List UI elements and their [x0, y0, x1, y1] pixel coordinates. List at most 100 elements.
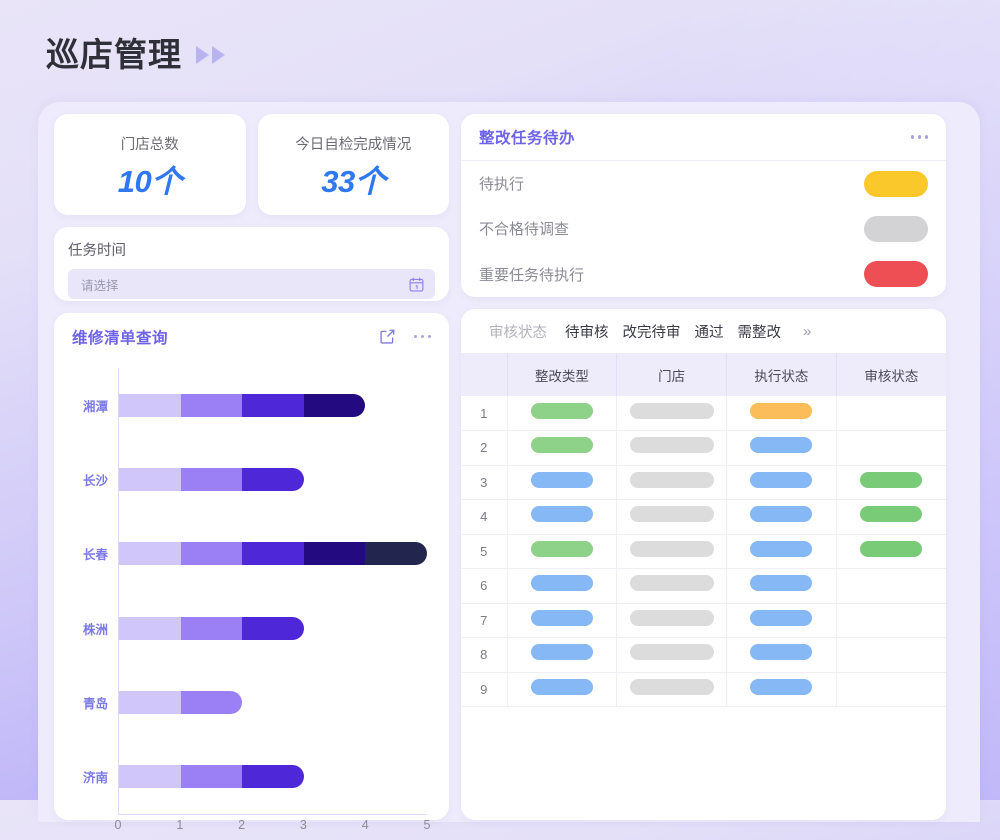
status-badge	[530, 540, 593, 557]
chart-stacked-bar[interactable]	[119, 542, 427, 566]
chart-bar-segment	[180, 690, 243, 714]
chevron-right-icon	[196, 46, 209, 64]
cell-exec-status	[726, 568, 837, 604]
chart-stacked-bar[interactable]	[119, 765, 304, 789]
cell-audit-status	[836, 465, 946, 500]
cell-store	[616, 603, 727, 638]
status-badge	[750, 609, 813, 626]
tab-needs-rectify[interactable]: 需整改	[737, 324, 782, 341]
cell-audit-status	[836, 603, 946, 638]
table-row[interactable]: 7	[461, 603, 946, 638]
stat-card-selfcheck: 今日自检完成情况 33个	[257, 114, 449, 215]
table-row[interactable]: 5	[461, 534, 946, 569]
status-badge	[750, 471, 813, 488]
chart-row: 长春	[66, 516, 427, 591]
status-badge	[629, 437, 714, 454]
table-row[interactable]: 1	[461, 396, 946, 431]
chart-bars: 湘潭长沙长春株洲青岛济南	[66, 368, 427, 814]
status-badge	[530, 575, 593, 592]
audit-status-tabs: 审核状态 待审核 改完待审 通过 需整改 »	[461, 309, 946, 353]
status-badge	[629, 540, 714, 557]
chart-bar-segment	[365, 542, 427, 566]
todo-label: 重要任务待执行	[479, 266, 585, 284]
table-row[interactable]: 9	[461, 672, 946, 707]
todo-label: 不合格待调查	[479, 221, 570, 239]
chart-category-label: 青岛	[82, 696, 108, 711]
task-time-input[interactable]: 请选择	[68, 269, 435, 299]
chevron-right-icon	[212, 46, 225, 64]
stats-row: 门店总数 10个 今日自检完成情况 33个	[54, 114, 449, 215]
status-badge	[530, 402, 593, 419]
cell-rectify-type	[507, 568, 618, 604]
table-row[interactable]: 3	[461, 465, 946, 500]
chart-stacked-bar[interactable]	[119, 467, 304, 491]
stat-card-stores: 门店总数 10个	[54, 114, 246, 215]
calendar-icon[interactable]	[409, 277, 424, 292]
col-rownum	[461, 353, 508, 396]
cell-store	[616, 430, 727, 466]
tabs-overflow-icon[interactable]: »	[803, 322, 812, 340]
chart-bar-track	[118, 665, 427, 740]
chart-plot-area: 湘潭 长沙 长春 株洲 青岛 济南 0 1 2 3 4 5	[54, 360, 449, 832]
todo-row[interactable]: 待执行	[479, 161, 928, 206]
chart-category-label: 济南	[82, 771, 108, 786]
chart-x-tick: 1	[176, 818, 184, 832]
more-dots-icon[interactable]	[413, 334, 431, 339]
todo-label: 待执行	[479, 176, 525, 194]
chart-bar-segment	[119, 616, 181, 640]
status-badge	[530, 678, 593, 695]
task-time-placeholder: 请选择	[81, 278, 119, 293]
task-time-card: 任务时间 请选择	[54, 227, 449, 301]
cell-exec-status	[726, 396, 837, 431]
page-header: 巡店管理	[46, 28, 225, 76]
table-row-number: 8	[461, 637, 508, 673]
chart-bar-segment	[180, 616, 243, 640]
todo-status-pill	[864, 261, 928, 288]
more-dots-icon[interactable]	[910, 135, 928, 139]
cell-store	[616, 568, 727, 604]
tab-pending-review[interactable]: 待审核	[565, 324, 609, 341]
tab-passed[interactable]: 通过	[694, 324, 724, 341]
cell-exec-status	[726, 672, 837, 707]
chart-row: 湘潭	[66, 368, 427, 443]
dashboard-board: 门店总数 10个 今日自检完成情况 33个 任务时间 请选择	[54, 114, 964, 832]
cell-audit-status	[836, 637, 946, 673]
table-row[interactable]: 2	[461, 430, 946, 466]
chart-stacked-bar[interactable]	[119, 393, 366, 417]
right-column: 整改任务待办 待执行 不合格待调查 重要任务待执行 审核状态 待审核 改完待审 通过…	[461, 114, 946, 820]
chart-bar-track	[118, 516, 427, 591]
status-badge	[530, 506, 593, 523]
chart-bar-segment	[119, 467, 181, 491]
todo-row[interactable]: 重要任务待执行	[479, 252, 928, 297]
repair-list-chart-card: 维修清单查询 湘潭 长沙 长春 株洲 青岛 济南	[54, 313, 449, 832]
status-badge	[629, 609, 714, 626]
stat-value: 33个	[321, 163, 386, 199]
table-row[interactable]: 8	[461, 637, 946, 673]
table-row[interactable]: 4	[461, 499, 946, 535]
chart-x-tick: 2	[238, 818, 246, 832]
chart-row: 株洲	[66, 590, 427, 666]
table-row-number: 6	[461, 568, 508, 604]
todo-row-list: 待执行不合格待调查 重要任务待执行	[461, 161, 946, 297]
share-export-icon[interactable]	[379, 328, 396, 345]
table-header-row: 整改类型 门店 执行状态 审核状态	[461, 353, 946, 396]
cell-rectify-type	[507, 430, 618, 466]
cell-exec-status	[726, 430, 837, 466]
todo-row[interactable]: 不合格待调查	[479, 206, 928, 251]
chart-bar-segment	[303, 393, 366, 417]
chart-category-label: 长春	[82, 548, 108, 563]
status-badge	[750, 644, 813, 661]
cell-store	[616, 465, 727, 500]
chart-category-label: 长沙	[82, 473, 108, 488]
chart-bar-track	[118, 739, 427, 814]
chart-stacked-bar[interactable]	[119, 690, 243, 714]
status-badge	[629, 575, 714, 592]
tab-fixed-pending-review[interactable]: 改完待审	[622, 324, 681, 341]
status-badge	[750, 540, 813, 557]
left-column: 门店总数 10个 今日自检完成情况 33个 任务时间 请选择	[54, 114, 449, 832]
chart-bar-segment	[119, 765, 181, 789]
chart-x-tick: 3	[299, 818, 307, 832]
table-row[interactable]: 6	[461, 568, 946, 604]
chart-stacked-bar[interactable]	[119, 616, 304, 640]
